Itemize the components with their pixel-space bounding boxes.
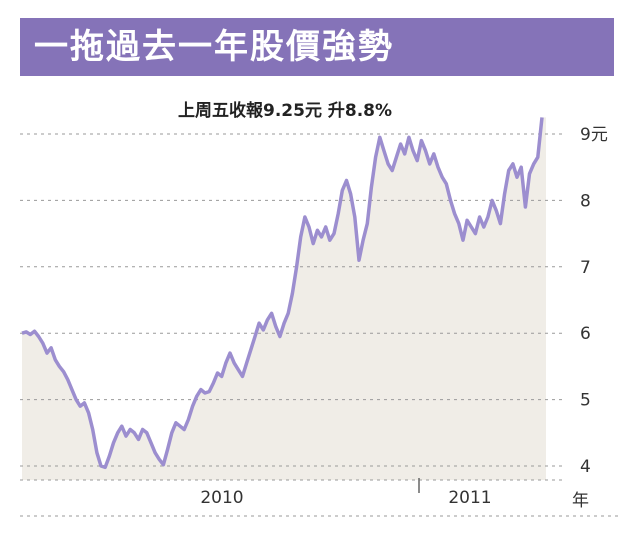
y-tick-label: 7	[580, 258, 591, 278]
y-tick-label: 8	[580, 191, 591, 211]
chart-title: 一拖過去一年股價強勢	[34, 27, 394, 67]
price-annotation: 上周五收報9.25元 升8.8%	[178, 101, 393, 121]
title-banner: 一拖過去一年股價強勢	[20, 18, 614, 76]
y-tick-label: 4	[580, 457, 591, 477]
y-tick-label: 5	[580, 391, 591, 411]
x-tick-label: 2010	[200, 488, 243, 508]
x-unit-label: 年	[572, 491, 589, 511]
area-fill	[22, 117, 546, 481]
y-tick-label: 9元	[580, 125, 608, 145]
price-line	[21, 117, 544, 470]
x-tick-label: 2011	[448, 488, 491, 508]
y-tick-label: 6	[580, 324, 591, 344]
